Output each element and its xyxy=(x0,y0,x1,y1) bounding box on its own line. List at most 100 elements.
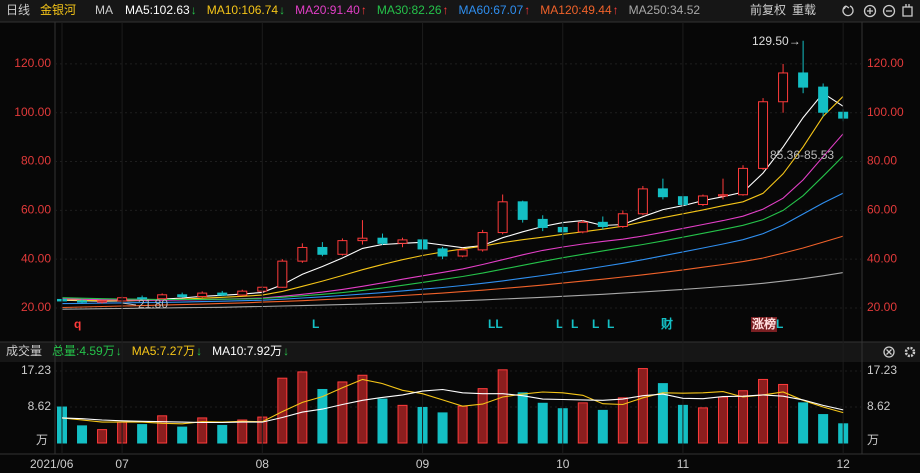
candle-body xyxy=(177,294,188,298)
ma-legend: MA5:102.63 xyxy=(125,3,190,17)
gear-icon[interactable] xyxy=(904,346,916,358)
volume-bar xyxy=(197,417,208,444)
trend-arrow: ↓ xyxy=(283,344,289,358)
volume-bar xyxy=(317,388,328,444)
event-label: L xyxy=(556,317,563,331)
event-label: 涨榜 xyxy=(752,316,776,331)
ma-legend: MA120:49.44 xyxy=(540,3,612,17)
ma-legend: MA20:91.40 xyxy=(295,3,360,17)
annotation: 129.50→ xyxy=(752,34,801,48)
y-unit-right: 万 xyxy=(867,433,879,447)
event-label: L xyxy=(776,317,783,331)
candle-body xyxy=(357,237,368,242)
candle-body xyxy=(617,213,628,227)
annotation: 85.36-85.53 xyxy=(770,148,834,162)
candle-body xyxy=(337,240,348,255)
reload-button[interactable]: 重载 xyxy=(792,3,816,17)
y-tick-label-left: 17.23 xyxy=(21,363,51,377)
candle-body xyxy=(717,194,728,197)
candle-body xyxy=(137,297,148,300)
x-tick-label: 11 xyxy=(677,457,690,471)
volume-bar xyxy=(337,381,348,444)
period-tab[interactable]: 日线 xyxy=(6,3,30,17)
volume-bar xyxy=(497,369,508,444)
volume-total: 总量:4.59万 xyxy=(52,344,115,358)
candle-body xyxy=(537,218,548,228)
x-tick-label: 10 xyxy=(556,457,570,471)
zoom-in-plus xyxy=(867,8,873,14)
y-tick-label-right: 60.00 xyxy=(867,203,897,217)
y-tick-label-left: 60.00 xyxy=(21,203,51,217)
candle-body xyxy=(517,201,528,220)
volume-bar xyxy=(717,396,728,444)
candle-body xyxy=(758,101,769,169)
volume-ma-line xyxy=(61,388,844,424)
close-icon[interactable] xyxy=(883,346,895,358)
trend-arrow: ↑ xyxy=(613,3,619,17)
ma-legend: MA60:67.07 xyxy=(459,3,524,17)
volume-bar xyxy=(377,398,388,444)
y-tick-label-left: 120.00 xyxy=(14,56,51,70)
y-tick-label-left: 40.00 xyxy=(21,251,51,265)
back-icon[interactable] xyxy=(842,5,854,17)
candle-body xyxy=(577,221,588,233)
volume-bar xyxy=(77,425,88,444)
volume-bar xyxy=(477,388,488,444)
candle-body xyxy=(217,292,228,296)
event-label: 财 xyxy=(660,316,673,331)
x-tick-label: 08 xyxy=(256,457,270,471)
candle-body xyxy=(738,167,749,196)
close-icon-x xyxy=(886,349,892,355)
volume-bar xyxy=(738,390,749,444)
candle-body xyxy=(317,246,328,255)
indicator[interactable]: MA xyxy=(95,3,113,17)
volume-bar xyxy=(778,383,789,444)
ma-line xyxy=(61,192,844,305)
volume-ma-legend: MA5:7.27万 xyxy=(132,344,195,358)
zoom-out-icon[interactable] xyxy=(882,4,896,18)
candle-body xyxy=(197,292,208,298)
y-tick-label-left: 8.62 xyxy=(28,399,52,413)
candle-body xyxy=(397,239,408,244)
volume-bar xyxy=(137,424,148,444)
candle-body xyxy=(437,248,448,257)
volume-ma-legend: MA10:7.92万 xyxy=(212,344,282,358)
candle-body xyxy=(237,290,248,296)
y-tick-label-right: 17.23 xyxy=(867,363,897,377)
volume-bar xyxy=(217,424,228,444)
trend-arrow: ↓ xyxy=(191,3,197,17)
candle-body xyxy=(477,232,488,251)
trend-arrow: ↑ xyxy=(524,3,530,17)
volume-bar xyxy=(457,405,468,444)
volume-bar xyxy=(177,426,188,444)
event-label: L xyxy=(592,317,599,331)
settings-icon[interactable] xyxy=(902,4,913,17)
trend-arrow: ↑ xyxy=(361,3,367,17)
trend-arrow: ↓ xyxy=(116,344,122,358)
candle-body xyxy=(697,195,708,206)
y-tick-label-right: 120.00 xyxy=(867,56,904,70)
x-tick-label: 07 xyxy=(115,457,129,471)
candle-body xyxy=(778,72,789,103)
stock-name: 金银河 xyxy=(40,2,76,17)
adjust-button[interactable]: 前复权 xyxy=(750,2,786,17)
trend-arrow: ↓ xyxy=(279,3,285,17)
candle-body xyxy=(497,201,508,234)
candle-body xyxy=(457,249,468,257)
annotation: 21.80 xyxy=(138,297,168,311)
top-bar xyxy=(0,0,920,22)
ma-line xyxy=(61,235,844,309)
event-label: L xyxy=(312,317,319,331)
volume-bar xyxy=(97,429,108,444)
volume-bar xyxy=(537,402,548,444)
y-tick-label-right: 20.00 xyxy=(867,300,897,314)
trend-arrow: ↓ xyxy=(196,344,202,358)
volume-bar xyxy=(277,377,288,444)
volume-title: 成交量 xyxy=(6,343,42,358)
ma-line xyxy=(61,272,844,310)
ma-line xyxy=(61,95,844,302)
zoom-in-icon[interactable] xyxy=(863,4,877,18)
candle-body xyxy=(798,72,809,88)
y-unit-left: 万 xyxy=(36,433,48,447)
ma-line xyxy=(61,92,844,302)
